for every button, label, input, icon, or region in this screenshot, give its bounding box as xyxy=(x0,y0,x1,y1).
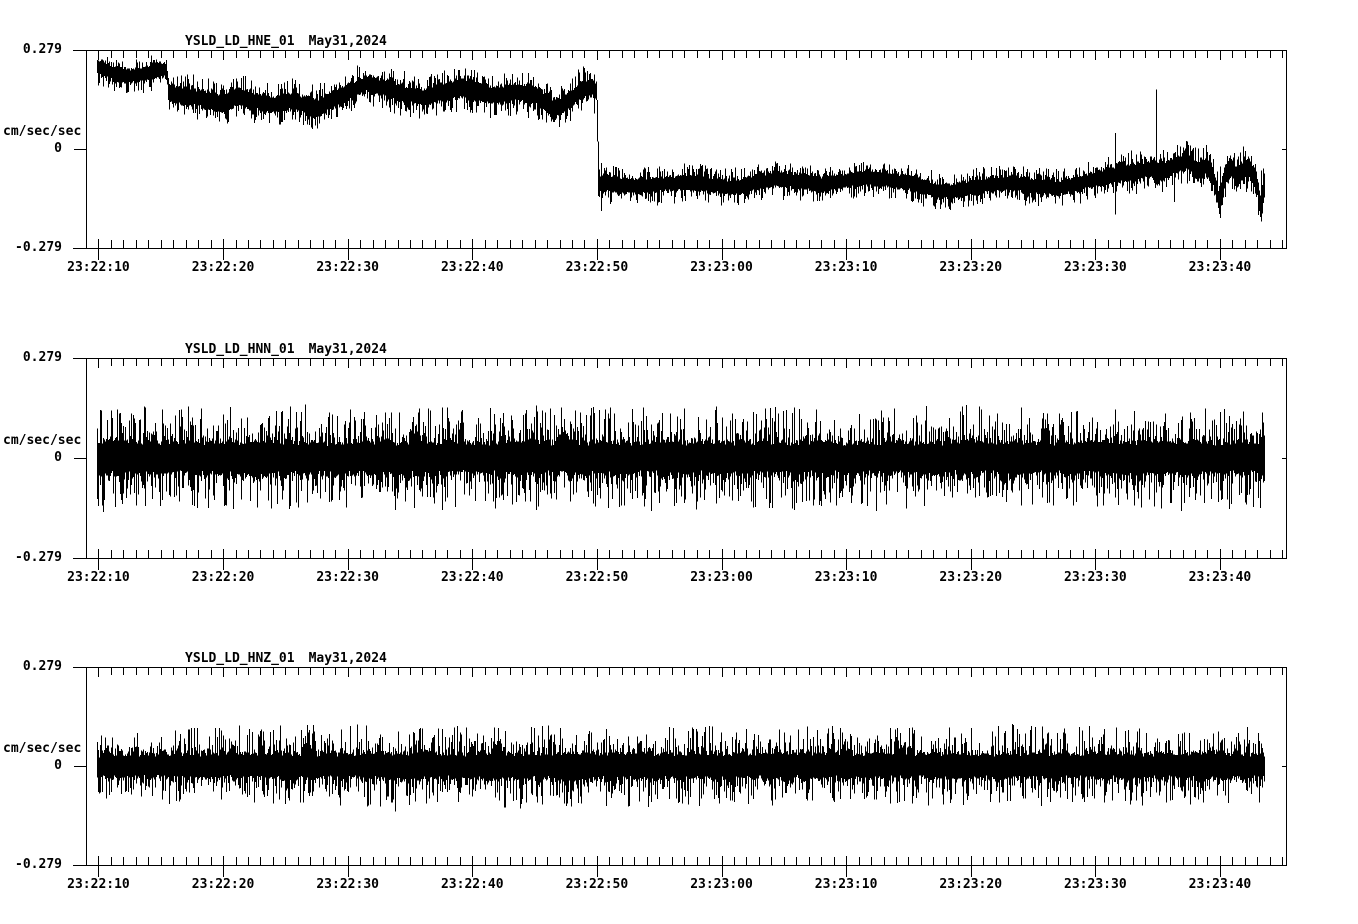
seismic-trace xyxy=(97,724,1265,812)
y-axis-units-label: cm/sec/sec xyxy=(3,741,82,756)
x-axis-tick-label: 23:23:20 xyxy=(939,877,1003,892)
y-axis-max-label: 0.279 xyxy=(22,350,62,365)
record-date-label: May31,2024 xyxy=(308,34,387,49)
x-axis-tick-label: 23:23:10 xyxy=(814,260,878,275)
x-axis-tick-label: 23:22:20 xyxy=(191,570,255,585)
y-axis-units-label: cm/sec/sec xyxy=(3,124,82,139)
x-axis-tick-label: 23:22:50 xyxy=(565,260,629,275)
x-axis-tick-label: 23:22:30 xyxy=(316,877,379,892)
x-axis-tick-label: 23:22:10 xyxy=(67,877,130,892)
station-label: YSLD_LD_HNZ_01 xyxy=(185,651,295,666)
x-axis-tick-label: 23:22:10 xyxy=(67,570,130,585)
x-axis-tick-label: 23:23:00 xyxy=(690,877,753,892)
seismic-trace xyxy=(97,55,1265,222)
station-label: YSLD_LD_HNN_01 xyxy=(185,342,295,357)
x-axis-tick-label: 23:22:30 xyxy=(316,570,379,585)
y-axis-max-label: 0.279 xyxy=(22,659,62,674)
y-axis-zero-label: 0 xyxy=(54,758,62,773)
x-axis-tick-label: 23:22:50 xyxy=(565,570,629,585)
x-axis-tick-label: 23:23:40 xyxy=(1188,570,1252,585)
x-axis-tick-label: 23:22:20 xyxy=(191,877,255,892)
station-label: YSLD_LD_HNE_01 xyxy=(185,34,295,49)
y-axis-zero-label: 0 xyxy=(54,141,62,156)
plot-frame xyxy=(86,358,1287,559)
waveform-plot-hnz xyxy=(73,667,1287,877)
x-axis-tick-label: 23:23:10 xyxy=(814,570,878,585)
x-axis-tick-label: 23:23:40 xyxy=(1188,877,1252,892)
record-date-label: May31,2024 xyxy=(308,342,387,357)
x-axis-tick-label: 23:23:30 xyxy=(1064,570,1127,585)
x-axis-tick-label: 23:22:40 xyxy=(440,877,504,892)
y-axis-min-label: -0.279 xyxy=(15,550,62,565)
x-axis-tick-label: 23:23:20 xyxy=(939,260,1003,275)
x-axis-tick-label: 23:23:30 xyxy=(1064,260,1127,275)
waveform-plot-hne xyxy=(73,50,1287,260)
x-axis-tick-label: 23:23:30 xyxy=(1064,877,1127,892)
y-axis-max-label: 0.279 xyxy=(22,42,62,57)
plot-title: YSLD_LD_HNE_01 May31,2024 xyxy=(185,34,387,49)
y-axis-zero-label: 0 xyxy=(54,450,62,465)
plot-title: YSLD_LD_HNZ_01 May31,2024 xyxy=(185,651,387,666)
x-axis-tick-label: 23:22:10 xyxy=(67,260,130,275)
x-axis-tick-label: 23:22:20 xyxy=(191,260,255,275)
x-axis-tick-label: 23:23:00 xyxy=(690,260,753,275)
y-axis-min-label: -0.279 xyxy=(15,240,62,255)
x-axis-tick-label: 23:22:30 xyxy=(316,260,379,275)
x-axis-tick-label: 23:23:20 xyxy=(939,570,1003,585)
x-axis-tick-label: 23:23:10 xyxy=(814,877,878,892)
x-axis-tick-label: 23:22:40 xyxy=(440,260,504,275)
y-axis-units-label: cm/sec/sec xyxy=(3,433,82,448)
record-date-label: May31,2024 xyxy=(308,651,387,666)
waveform-plot-hnn xyxy=(73,358,1287,570)
axis-ticks xyxy=(73,50,1286,260)
axis-ticks xyxy=(73,667,1286,877)
plot-frame xyxy=(86,667,1287,866)
axis-ticks xyxy=(73,358,1286,570)
seismic-trace xyxy=(97,404,1265,512)
x-axis-tick-label: 23:23:40 xyxy=(1188,260,1252,275)
y-axis-min-label: -0.279 xyxy=(15,857,62,872)
x-axis-tick-label: 23:22:50 xyxy=(565,877,629,892)
x-axis-tick-label: 23:22:40 xyxy=(440,570,504,585)
plot-frame xyxy=(86,50,1287,249)
plot-title: YSLD_LD_HNN_01 May31,2024 xyxy=(185,342,387,357)
x-axis-tick-label: 23:23:00 xyxy=(690,570,753,585)
